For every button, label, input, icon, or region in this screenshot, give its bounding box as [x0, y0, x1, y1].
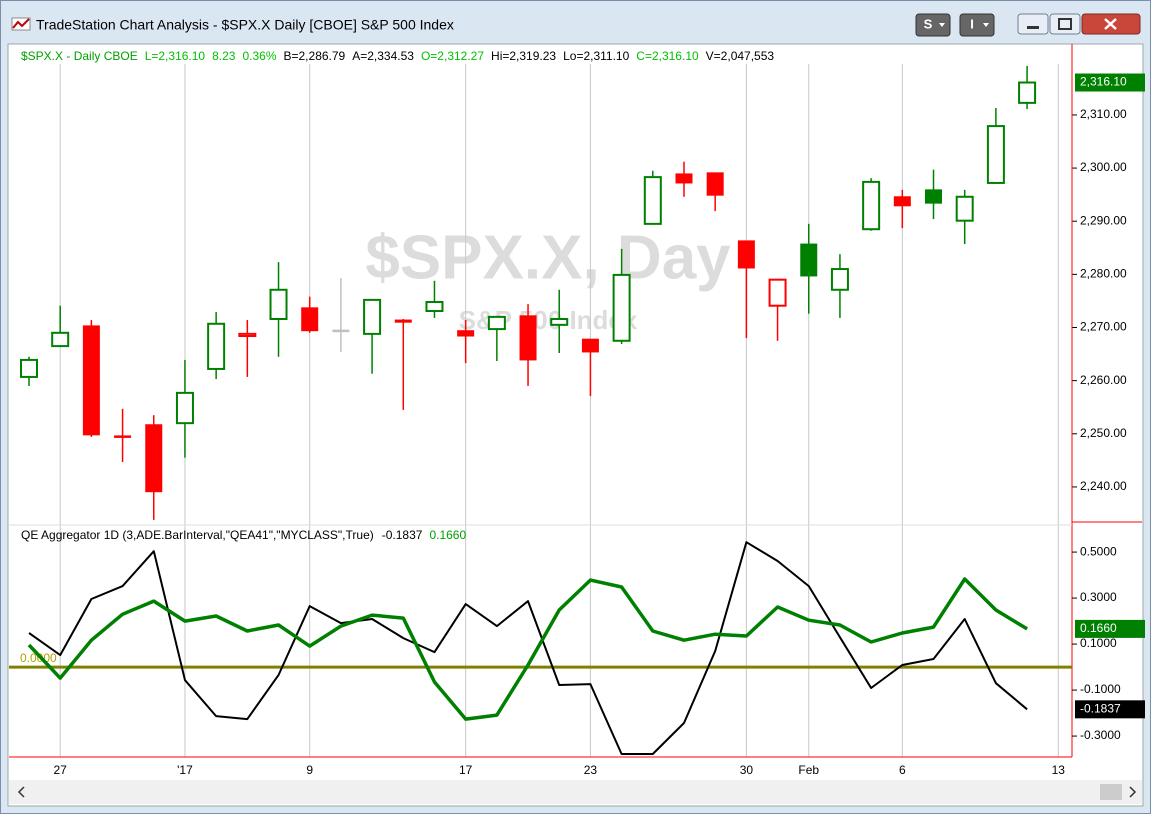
candle-body — [643, 176, 662, 225]
info-item: C=2,316.10 — [636, 49, 699, 63]
candle-body — [238, 332, 257, 338]
minimize-button[interactable] — [1017, 13, 1049, 35]
y-tick-label: 2,280.00 — [1080, 267, 1127, 281]
last-price-label: 2,316.10 — [1080, 75, 1127, 89]
candle-body — [207, 322, 226, 370]
candle-body — [768, 278, 787, 307]
last-value-label: -0.1837 — [1080, 701, 1121, 715]
x-tick-label: Feb — [798, 763, 819, 777]
candle-body — [425, 300, 444, 313]
indicator-line — [28, 541, 1028, 755]
watermark: $SPX.X, Day — [365, 223, 731, 292]
close-button[interactable] — [1081, 13, 1141, 35]
candle-body — [612, 273, 631, 342]
candle-body — [82, 325, 100, 436]
info-item: Lo=2,311.10 — [563, 49, 630, 63]
info-item: O=2,312.27 — [421, 49, 484, 63]
candle-body — [363, 298, 382, 335]
indicator-title: QE Aggregator 1D (3,ADE.BarInterval,"QEA… — [21, 528, 374, 542]
indicator-readout: -0.1837 — [382, 528, 423, 542]
info-item: B=2,286.79 — [284, 49, 346, 63]
y-tick-label: 2,260.00 — [1080, 373, 1127, 387]
last-value-badge — [1075, 619, 1145, 638]
svg-text:S: S — [924, 16, 933, 31]
y-tick-label: 0.3000 — [1080, 590, 1117, 604]
x-tick-label: 17 — [459, 763, 473, 777]
app-icon — [11, 17, 31, 31]
candle-body — [175, 391, 194, 425]
candle-body — [145, 424, 163, 493]
i-button[interactable]: I — [959, 13, 995, 37]
candle-body — [487, 315, 506, 331]
info-item: A=2,334.53 — [352, 49, 414, 63]
y-tick-label: 2,250.00 — [1080, 426, 1127, 440]
candle-body — [457, 330, 475, 337]
candle-body — [737, 240, 755, 269]
y-tick-label: 2,290.00 — [1080, 213, 1127, 227]
candle-body — [1018, 81, 1037, 104]
y-tick-label: 2,300.00 — [1080, 160, 1127, 174]
y-tick-label: 0.1000 — [1080, 636, 1117, 650]
candle-body — [114, 435, 132, 438]
window-title: TradeStation Chart Analysis - $SPX.X Dai… — [36, 17, 454, 33]
maximize-button[interactable] — [1049, 13, 1081, 35]
x-tick-label: 6 — [899, 763, 906, 777]
y-tick-label: 0.5000 — [1080, 544, 1117, 558]
candle-body — [925, 189, 943, 204]
s-button[interactable]: S — [915, 13, 951, 37]
zero-line-label: 0.0000 — [20, 651, 57, 665]
candle-body — [800, 243, 818, 277]
watermark-sub: S&P 500 Index — [459, 305, 638, 335]
candle-body — [675, 173, 693, 184]
indicator-line — [27, 577, 1029, 721]
candle-body — [706, 172, 724, 196]
candle-body — [301, 307, 319, 332]
x-tick-label: 13 — [1052, 763, 1066, 777]
info-item: V=2,047,553 — [706, 49, 775, 63]
indicator-readout: 0.1660 — [429, 528, 466, 542]
candle-body — [581, 338, 599, 353]
x-tick-label: 27 — [54, 763, 68, 777]
candle-body — [394, 319, 412, 323]
info-item: 0.36% — [242, 49, 276, 63]
svg-text:I: I — [970, 16, 974, 31]
x-tick-label: 30 — [740, 763, 754, 777]
candle-body — [20, 358, 38, 378]
candle-body — [269, 288, 288, 320]
candle-body — [332, 329, 350, 333]
candle-body — [955, 195, 974, 222]
x-tick-label: 23 — [584, 763, 598, 777]
candle-body — [51, 331, 70, 348]
x-tick-label: 9 — [306, 763, 313, 777]
candle-body — [986, 125, 1005, 184]
y-tick-label: -0.3000 — [1080, 728, 1121, 742]
candle-body — [519, 315, 537, 361]
chart-area — [7, 43, 1144, 807]
scrollbar[interactable] — [9, 780, 1142, 804]
last-value-label: 0.1660 — [1080, 621, 1117, 635]
info-item: Hi=2,319.23 — [491, 49, 556, 63]
candle-body — [893, 196, 911, 207]
candle-body — [862, 180, 881, 231]
y-tick-label: -0.1000 — [1080, 682, 1121, 696]
info-item: 8.23 — [212, 49, 236, 63]
y-tick-label: 2,310.00 — [1080, 107, 1127, 121]
y-tick-label: 2,270.00 — [1080, 320, 1127, 334]
last-price-badge — [1075, 73, 1145, 92]
last-value-badge — [1075, 700, 1145, 719]
info-item: $SPX.X - Daily CBOE — [21, 49, 138, 63]
candle-body — [550, 317, 569, 326]
info-item: L=2,316.10 — [145, 49, 206, 63]
x-tick-label: '17 — [177, 763, 193, 777]
candle-body — [830, 268, 849, 291]
y-tick-label: 2,240.00 — [1080, 479, 1127, 493]
